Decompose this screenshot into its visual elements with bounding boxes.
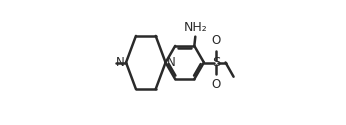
Text: S: S	[212, 56, 220, 69]
Text: O: O	[212, 78, 221, 91]
Text: N: N	[167, 56, 176, 69]
Text: NH₂: NH₂	[183, 20, 207, 34]
Text: N: N	[116, 56, 125, 69]
Text: O: O	[212, 34, 221, 47]
